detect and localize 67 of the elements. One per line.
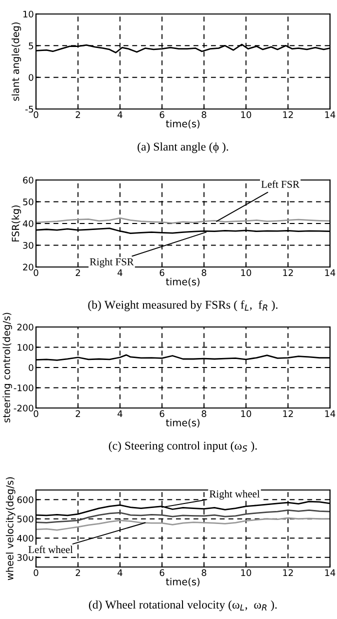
x-tick-label: 6: [160, 269, 164, 276]
y-tick-label: -200: [14, 404, 34, 412]
y-tick-label: 500: [17, 516, 34, 522]
x-tick-label: 0: [34, 111, 38, 118]
y-tick-label: -5: [25, 106, 34, 113]
annotation: Left wheel: [28, 546, 73, 554]
y-axis-title: wheel velocity(deg/s): [6, 477, 16, 580]
x-tick-label: 2: [76, 269, 80, 276]
x-tick-label: 0: [34, 569, 38, 576]
y-tick-label: 40: [22, 220, 34, 228]
x-tick-label: 4: [118, 269, 122, 276]
y-tick-label: 10: [23, 10, 34, 18]
x-tick-label: 14: [325, 410, 336, 417]
x-tick-label: 4: [118, 111, 122, 118]
x-tick-label: 14: [325, 269, 336, 276]
y-tick-label: -100: [14, 384, 34, 392]
y-tick-label: 600: [17, 496, 34, 504]
x-tick-label: 10: [241, 269, 252, 276]
y-tick-label: 30: [23, 242, 34, 249]
y-tick-label: 200: [17, 324, 34, 331]
y-axis-title: FSR(kg): [12, 205, 22, 242]
x-tick-label: 8: [202, 269, 206, 276]
line-series: [36, 510, 330, 524]
y-axis-title: steering control(deg/s): [2, 312, 12, 422]
x-tick-label: 2: [76, 569, 80, 576]
text: (c) Steering control input (ω$_{S}$ ).: [108, 441, 257, 452]
x-tick-label: 12: [283, 569, 293, 576]
x-tick-label: 4: [118, 569, 122, 576]
y-tick-label: 20: [23, 264, 34, 271]
annotation: Right wheel: [210, 490, 260, 500]
x-tick-label: 2: [76, 111, 80, 118]
y-axis-title: slant angle(deg): [12, 22, 22, 101]
x-tick-label: 10: [241, 410, 252, 418]
y-tick-label: 0: [28, 74, 34, 81]
x-tick-label: 14: [325, 111, 336, 118]
x-tick-label: 12: [283, 111, 293, 118]
y-tick-label: 60: [23, 176, 34, 184]
y-tick-label: 100: [18, 344, 34, 351]
text: (b) Weight measured by FSRs ( f$_{L}$, f$_{R}$ ).: [88, 300, 278, 312]
text: (a) Slant angle (ϕ ).: [138, 142, 228, 154]
annotation: Right FSR: [90, 258, 134, 268]
x-tick-label: 2: [76, 410, 80, 417]
y-tick-label: 5: [28, 42, 34, 50]
annotation: Left FSR: [261, 180, 300, 188]
line-series: [36, 517, 330, 531]
y-tick-label: 0: [28, 364, 34, 372]
x-tick-label: 12: [283, 269, 293, 276]
y-tick-label: 50: [23, 198, 34, 206]
x-tick-label: 6: [160, 111, 164, 118]
x-tick-label: 10: [241, 569, 252, 576]
x-axis-title: time(s): [166, 578, 200, 586]
x-tick-label: 14: [325, 569, 336, 576]
x-tick-label: 12: [283, 410, 293, 417]
x-tick-label: 6: [160, 410, 164, 418]
x-tick-label: 8: [202, 569, 206, 576]
y-tick-label: 400: [17, 534, 34, 542]
x-tick-label: 0: [34, 410, 38, 418]
x-axis-title: time(s): [166, 418, 200, 428]
x-tick-label: 8: [202, 111, 206, 118]
x-axis-title: time(s): [166, 278, 200, 286]
x-tick-label: 0: [34, 269, 38, 276]
x-tick-label: 6: [160, 569, 164, 576]
x-tick-label: 10: [241, 111, 252, 118]
x-axis-title: time(s): [166, 120, 200, 128]
x-tick-label: 8: [202, 410, 206, 418]
x-tick-label: 4: [118, 410, 122, 417]
text: (d) Wheel rotational velocity (ω$_{L}$, ω$_{R}$ ).: [88, 600, 277, 612]
